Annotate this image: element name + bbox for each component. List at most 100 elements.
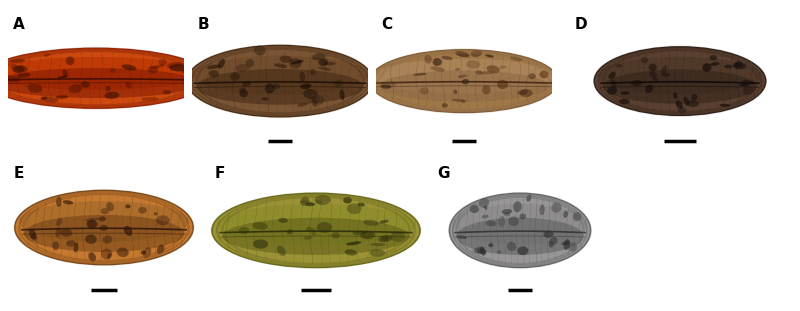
Ellipse shape <box>484 206 487 210</box>
Ellipse shape <box>475 71 482 75</box>
Ellipse shape <box>217 204 415 245</box>
Ellipse shape <box>107 253 111 259</box>
Ellipse shape <box>502 209 512 214</box>
Ellipse shape <box>126 81 131 89</box>
Ellipse shape <box>363 220 379 226</box>
Ellipse shape <box>122 64 137 71</box>
Text: F: F <box>214 166 225 181</box>
Ellipse shape <box>55 95 68 99</box>
Ellipse shape <box>306 227 312 231</box>
Ellipse shape <box>370 50 558 113</box>
Ellipse shape <box>169 64 187 72</box>
Ellipse shape <box>433 58 442 66</box>
Ellipse shape <box>646 85 653 93</box>
Ellipse shape <box>649 63 657 71</box>
Ellipse shape <box>102 235 112 244</box>
Ellipse shape <box>0 48 211 109</box>
Ellipse shape <box>222 218 410 255</box>
Ellipse shape <box>498 216 505 227</box>
Ellipse shape <box>430 66 445 72</box>
Ellipse shape <box>274 63 287 68</box>
Ellipse shape <box>157 245 165 254</box>
Ellipse shape <box>57 76 67 79</box>
Ellipse shape <box>124 226 132 236</box>
Ellipse shape <box>110 68 116 73</box>
Ellipse shape <box>312 53 326 60</box>
Ellipse shape <box>74 243 78 253</box>
Ellipse shape <box>480 246 486 256</box>
Ellipse shape <box>450 193 590 267</box>
Ellipse shape <box>616 64 622 68</box>
Ellipse shape <box>477 249 486 254</box>
Ellipse shape <box>653 77 658 81</box>
Ellipse shape <box>380 85 391 89</box>
Ellipse shape <box>143 247 151 258</box>
Ellipse shape <box>425 55 432 63</box>
Ellipse shape <box>370 249 385 257</box>
Text: C: C <box>382 17 393 32</box>
Ellipse shape <box>543 230 554 238</box>
Ellipse shape <box>497 250 502 254</box>
Ellipse shape <box>649 71 657 78</box>
Ellipse shape <box>277 245 286 256</box>
Ellipse shape <box>142 97 158 101</box>
Ellipse shape <box>300 83 311 89</box>
Ellipse shape <box>41 96 47 100</box>
Ellipse shape <box>81 81 90 88</box>
Ellipse shape <box>297 103 308 107</box>
Ellipse shape <box>455 51 470 57</box>
Ellipse shape <box>739 83 749 86</box>
Ellipse shape <box>238 227 250 234</box>
Ellipse shape <box>86 220 98 228</box>
Ellipse shape <box>413 73 426 76</box>
Ellipse shape <box>52 241 59 250</box>
Ellipse shape <box>192 56 368 95</box>
Ellipse shape <box>382 237 389 241</box>
Ellipse shape <box>55 228 61 238</box>
Ellipse shape <box>339 89 345 100</box>
Ellipse shape <box>568 243 577 252</box>
Ellipse shape <box>662 73 670 77</box>
Ellipse shape <box>486 220 497 226</box>
Ellipse shape <box>470 50 482 57</box>
Ellipse shape <box>27 84 42 93</box>
Ellipse shape <box>353 231 366 235</box>
Ellipse shape <box>196 69 364 105</box>
Ellipse shape <box>141 250 146 255</box>
Ellipse shape <box>0 68 198 98</box>
Ellipse shape <box>513 201 522 212</box>
Ellipse shape <box>62 69 68 78</box>
Ellipse shape <box>486 54 494 58</box>
Ellipse shape <box>539 71 549 78</box>
Ellipse shape <box>742 86 754 95</box>
Ellipse shape <box>504 212 510 216</box>
Ellipse shape <box>150 64 164 69</box>
Ellipse shape <box>323 62 336 66</box>
Ellipse shape <box>611 80 617 87</box>
Ellipse shape <box>101 248 112 259</box>
Ellipse shape <box>419 87 429 95</box>
Ellipse shape <box>486 65 500 73</box>
Ellipse shape <box>710 55 717 60</box>
Ellipse shape <box>88 252 96 262</box>
Ellipse shape <box>676 100 683 109</box>
Ellipse shape <box>369 49 559 113</box>
Ellipse shape <box>684 97 689 106</box>
Ellipse shape <box>528 73 536 79</box>
Ellipse shape <box>60 229 73 237</box>
Ellipse shape <box>154 212 158 216</box>
Ellipse shape <box>287 229 293 234</box>
Ellipse shape <box>0 74 7 77</box>
Ellipse shape <box>499 66 506 69</box>
Ellipse shape <box>497 80 508 89</box>
Ellipse shape <box>387 81 397 86</box>
Ellipse shape <box>318 67 331 71</box>
Ellipse shape <box>253 239 268 249</box>
Ellipse shape <box>19 201 189 242</box>
Ellipse shape <box>456 218 584 255</box>
Ellipse shape <box>265 83 274 94</box>
Ellipse shape <box>162 90 171 95</box>
Ellipse shape <box>470 205 479 213</box>
Ellipse shape <box>44 53 50 57</box>
Ellipse shape <box>29 229 36 239</box>
